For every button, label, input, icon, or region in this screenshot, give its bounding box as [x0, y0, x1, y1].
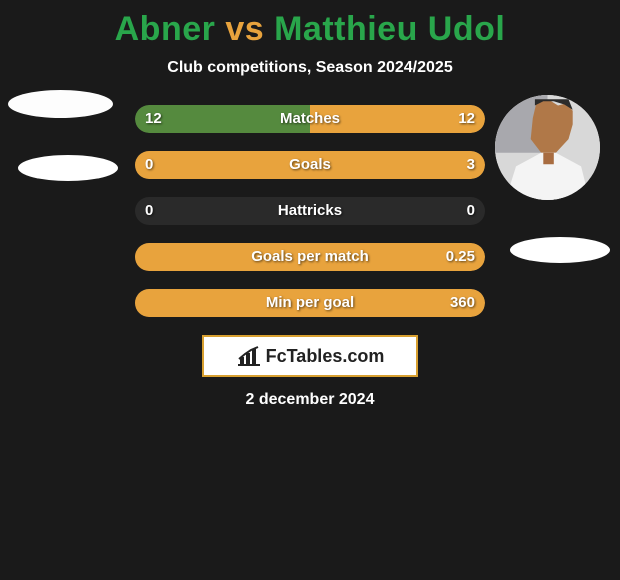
- player2-flag: [510, 237, 610, 263]
- player2-name: Matthieu Udol: [274, 10, 505, 48]
- stat-row: 0Goals3: [135, 151, 485, 179]
- date-label: 2 december 2024: [0, 391, 620, 409]
- player2-photo-placeholder: [495, 95, 600, 200]
- comparison-title: Abner vs Matthieu Udol: [0, 0, 620, 49]
- brand-badge: FcTables.com: [202, 335, 418, 377]
- comparison-panel: 12Matches120Goals30Hattricks0Goals per m…: [0, 105, 620, 409]
- stat-label: Matches: [135, 105, 485, 133]
- stat-value-right: 360: [450, 289, 475, 317]
- stat-row: 12Matches12: [135, 105, 485, 133]
- stat-value-right: 0.25: [446, 243, 475, 271]
- stat-row: Min per goal360: [135, 289, 485, 317]
- player2-avatar: [495, 95, 600, 200]
- player1-name: Abner: [115, 10, 216, 48]
- stat-value-right: 0: [467, 197, 475, 225]
- vs-word: vs: [225, 10, 264, 48]
- stat-label: Min per goal: [135, 289, 485, 317]
- stat-label: Goals: [135, 151, 485, 179]
- subtitle: Club competitions, Season 2024/2025: [0, 59, 620, 77]
- stat-bars: 12Matches120Goals30Hattricks0Goals per m…: [135, 105, 485, 317]
- player1-flag: [18, 155, 118, 181]
- brand-chart-icon: [236, 345, 262, 367]
- stat-row: Goals per match0.25: [135, 243, 485, 271]
- player1-avatar: [8, 90, 113, 118]
- stat-label: Hattricks: [135, 197, 485, 225]
- stat-value-right: 12: [458, 105, 475, 133]
- stat-label: Goals per match: [135, 243, 485, 271]
- stat-value-right: 3: [467, 151, 475, 179]
- brand-text: FcTables.com: [266, 346, 385, 367]
- stat-row: 0Hattricks0: [135, 197, 485, 225]
